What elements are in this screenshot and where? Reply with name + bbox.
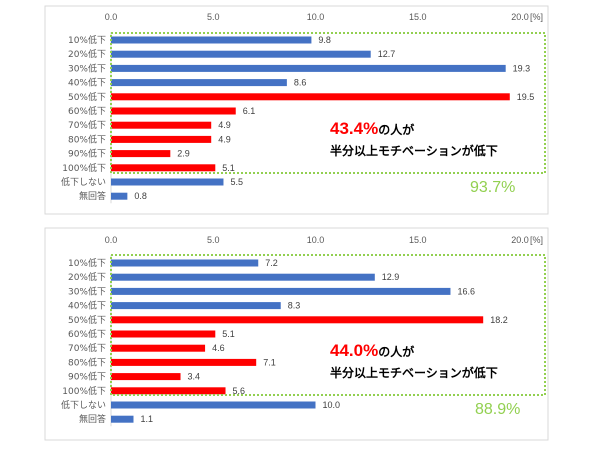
category-label: 60%低下 [68, 105, 106, 117]
annotation-rest: の人が [378, 344, 414, 359]
category-label: 70%低下 [68, 342, 106, 354]
bar [111, 302, 281, 310]
value-label: 8.3 [288, 301, 301, 311]
category-label: 40%低下 [68, 77, 106, 89]
bracket-total-label: 93.7% [470, 179, 515, 196]
bar [111, 93, 510, 101]
bar [111, 401, 316, 409]
x-tick-label: 15.0 [409, 12, 427, 22]
category-label: 40%低下 [68, 300, 106, 312]
value-label: 7.1 [263, 357, 276, 367]
chart-panel-1: 0.0 5.0 10.0 15.0 20.0 [%] 10%低下 9.8 20%低下 12.7 30… [44, 5, 549, 215]
x-unit-label: [%] [530, 12, 543, 22]
value-label: 5.5 [230, 177, 243, 187]
value-label: 4.9 [218, 134, 231, 144]
category-label: 60%低下 [68, 328, 106, 340]
bar [111, 50, 371, 58]
category-label: 100%低下 [62, 385, 106, 397]
chart-panel-2: 0.0 5.0 10.0 15.0 20.0 [%] 10%低下 7.2 20%低下 12.9 30… [44, 227, 549, 441]
bar [111, 358, 257, 366]
category-label: 低下しない [61, 176, 106, 188]
annotation-highlight: 44.0% [330, 341, 378, 360]
bar [111, 330, 216, 338]
value-label: 3.4 [188, 372, 201, 382]
x-tick-label: 10.0 [307, 12, 325, 22]
value-label: 5.1 [222, 163, 235, 173]
x-unit-label: [%] [530, 235, 543, 245]
annotation-line-2: 半分以上モチベーションが低下 [330, 143, 498, 158]
value-label: 4.9 [218, 120, 231, 130]
highlight-bracket [110, 32, 546, 174]
x-tick-label: 20.0 [511, 12, 529, 22]
x-tick-label: 5.0 [207, 12, 220, 22]
bar [111, 316, 484, 324]
bar [111, 259, 259, 267]
value-label: 19.5 [517, 92, 535, 102]
bar [111, 164, 216, 172]
annotation-rest: の人が [378, 122, 414, 137]
value-label: 7.2 [265, 258, 278, 268]
bar [111, 135, 212, 143]
bar [111, 178, 224, 186]
category-label: 低下しない [61, 399, 106, 411]
category-label: 無回答 [79, 413, 106, 425]
value-label: 6.1 [243, 106, 256, 116]
value-label: 9.8 [318, 35, 331, 45]
x-tick-label: 20.0 [511, 235, 529, 245]
category-label: 50%低下 [68, 91, 106, 103]
category-label: 50%低下 [68, 314, 106, 326]
category-label: 無回答 [79, 190, 106, 202]
bar [111, 79, 287, 87]
value-label: 18.2 [490, 315, 508, 325]
highlight-bracket [110, 254, 546, 396]
value-label: 4.6 [212, 343, 225, 353]
bar [111, 387, 226, 395]
bar [111, 273, 375, 281]
value-label: 12.9 [382, 272, 400, 282]
annotation-line-2: 半分以上モチベーションが低下 [330, 365, 498, 380]
value-label: 19.3 [513, 63, 531, 73]
category-label: 10%低下 [68, 257, 106, 269]
category-label: 80%低下 [68, 356, 106, 368]
category-label: 100%低下 [62, 162, 106, 174]
annotation-line-1: 44.0%の人が [330, 341, 414, 360]
x-tick-label: 10.0 [307, 235, 325, 245]
bracket-total-label: 88.9% [475, 401, 520, 418]
category-label: 20%低下 [68, 271, 106, 283]
category-label: 90%低下 [68, 371, 106, 383]
value-label: 0.8 [134, 191, 147, 201]
value-label: 5.1 [222, 329, 235, 339]
annotation-line-1: 43.4%の人が [330, 119, 414, 138]
x-tick-label: 15.0 [409, 235, 427, 245]
value-label: 8.6 [294, 78, 307, 88]
category-label: 70%低下 [68, 119, 106, 131]
bar [111, 287, 451, 295]
x-tick-label: 0.0 [105, 12, 118, 22]
category-label: 30%低下 [68, 62, 106, 74]
category-label: 80%低下 [68, 133, 106, 145]
category-label: 90%低下 [68, 148, 106, 160]
x-tick-label: 0.0 [105, 235, 118, 245]
bar [111, 373, 181, 381]
category-label: 10%低下 [68, 34, 106, 46]
bar [111, 415, 134, 423]
annotation-highlight: 43.4% [330, 119, 378, 138]
value-label: 5.6 [233, 386, 246, 396]
bar [111, 150, 171, 158]
bar [111, 64, 506, 72]
value-label: 16.6 [457, 286, 475, 296]
bar [111, 121, 212, 129]
category-label: 30%低下 [68, 285, 106, 297]
bar [111, 36, 312, 44]
value-label: 12.7 [378, 49, 396, 59]
bar [111, 344, 206, 352]
bar [111, 107, 236, 115]
x-tick-label: 5.0 [207, 235, 220, 245]
bar [111, 192, 128, 200]
category-label: 20%低下 [68, 48, 106, 60]
value-label: 10.0 [323, 400, 341, 410]
value-label: 2.9 [177, 149, 190, 159]
value-label: 1.1 [140, 414, 153, 424]
